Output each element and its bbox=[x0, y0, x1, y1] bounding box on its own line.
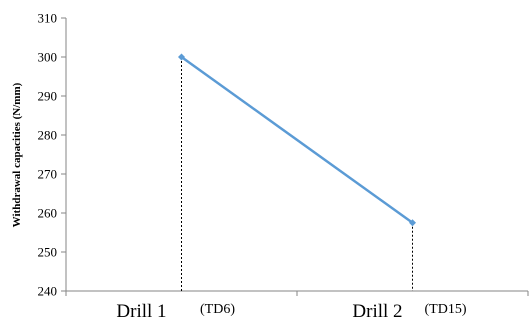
drop-lines bbox=[181, 57, 413, 291]
x-category-note: (TD15) bbox=[425, 302, 467, 317]
series-group bbox=[178, 53, 416, 227]
y-tick-label: 270 bbox=[38, 167, 58, 182]
series-line bbox=[180, 55, 414, 224]
x-axis: Drill 1 (TD6) Drill 2 (TD15) bbox=[65, 290, 529, 322]
y-tick-label: 280 bbox=[38, 128, 58, 143]
y-tick-label: 300 bbox=[38, 50, 58, 65]
y-axis: 240 250 260 270 280 290 300 310 bbox=[38, 11, 67, 299]
y-tick-label: 290 bbox=[38, 89, 58, 104]
y-axis-label: Withdrawal capacities (N/mm) bbox=[11, 82, 23, 227]
y-tick-label: 250 bbox=[38, 245, 58, 260]
data-point-marker bbox=[178, 53, 185, 61]
x-category-note: (TD6) bbox=[200, 302, 235, 317]
x-category-label: Drill 1 bbox=[116, 301, 166, 322]
data-point-marker bbox=[409, 219, 416, 227]
x-category-label: Drill 2 bbox=[352, 301, 402, 322]
y-tick-label: 260 bbox=[38, 206, 58, 221]
y-tick-label: 240 bbox=[38, 284, 58, 299]
y-tick-label: 310 bbox=[38, 11, 58, 26]
